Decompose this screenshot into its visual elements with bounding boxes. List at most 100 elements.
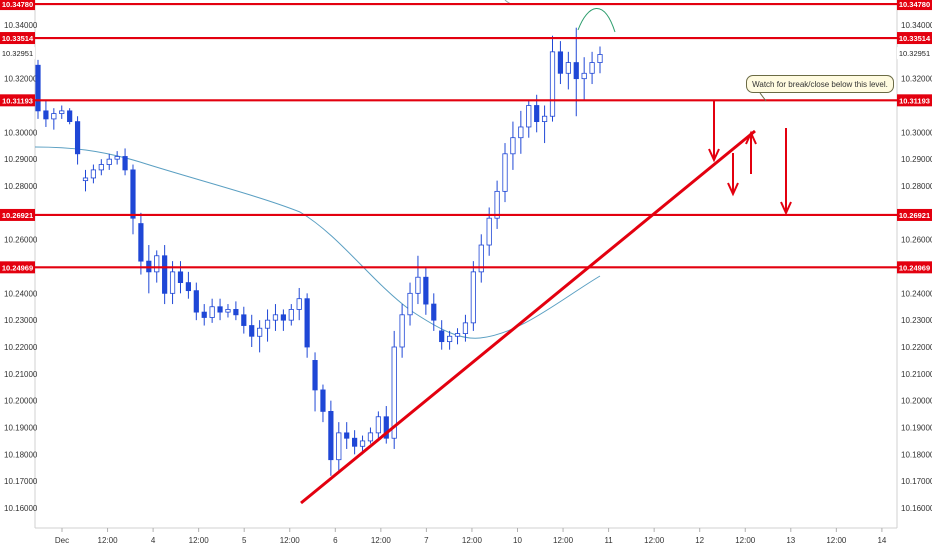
candle-body [264, 319, 271, 329]
candle-body [51, 113, 57, 120]
x-tick-label: 7 [424, 536, 429, 545]
level-label-box-left [0, 261, 35, 274]
candle-body [177, 271, 184, 284]
y-tick-label-left: 10.21000 [4, 370, 38, 379]
candle-body [344, 432, 350, 439]
current-price-labels: 10.32951 10.32951 [0, 47, 932, 60]
x-tick-label: 12:00 [644, 536, 665, 545]
arrow-down-1-head [708, 148, 720, 163]
y-tick-label-left: 10.19000 [4, 424, 38, 433]
candle-body [454, 333, 461, 337]
y-tick-label-right: 10.26000 [901, 236, 932, 245]
candle-body [415, 276, 421, 294]
ascending-trendline [300, 129, 756, 505]
y-tick-label-left: 10.17000 [4, 477, 38, 486]
x-tick-label: 12 [695, 536, 704, 545]
level-label-box-right [897, 208, 932, 221]
candle-body [557, 51, 564, 74]
candle-body [67, 110, 73, 123]
x-tick-label: 12:00 [189, 536, 210, 545]
candle-body [233, 309, 239, 316]
x-tick-label: 5 [242, 536, 247, 545]
candle-body [312, 360, 318, 391]
x-tick-label: 12:00 [280, 536, 301, 545]
level-label-left: 10.31193 [2, 96, 33, 105]
annotation-callout: Watch for break/close below this level. [746, 75, 894, 93]
y-tick-label-right: 10.34000 [901, 21, 932, 30]
y-tick-label-right: 10.32000 [901, 75, 932, 84]
x-tick-label: 13 [786, 536, 795, 545]
candle-body [534, 105, 540, 123]
right-price-axis: 10.34000 10.32000 10.30000 10.29000 10.28000… [901, 21, 932, 513]
current-price-label-left: 10.32951 [2, 49, 33, 58]
candle-body [304, 298, 310, 348]
y-tick-label-left: 10.28000 [4, 182, 38, 191]
x-tick-label: 12:00 [553, 536, 574, 545]
level-label-box-right [897, 261, 932, 274]
candle-body [288, 309, 294, 321]
candle-body [138, 223, 144, 262]
candle-body [526, 105, 532, 128]
current-price-label-right: 10.32951 [899, 49, 930, 58]
level-label-left: 10.34780 [2, 0, 33, 9]
candle-body [518, 126, 524, 139]
candle-body [225, 309, 231, 313]
note-pointer [759, 92, 767, 102]
candle-body [193, 290, 199, 313]
candle-body [320, 389, 326, 412]
y-tick-label-right: 10.21000 [901, 370, 932, 379]
candle-body [296, 298, 302, 310]
candle-body [391, 346, 397, 439]
level-label-box-left [0, 208, 35, 221]
level-label-box-left [0, 94, 35, 107]
horizontal-levels [35, 2, 897, 269]
level-label-left: 10.24969 [2, 263, 33, 272]
y-tick-label-right: 10.22000 [901, 343, 932, 352]
candle-body [589, 62, 595, 74]
level-label-left: 10.33514 [2, 34, 34, 43]
level-label-right: 10.24969 [899, 263, 930, 272]
arrow-down-3-head [780, 201, 792, 216]
level-label-box-right [897, 32, 932, 45]
x-tick-label: 12:00 [371, 536, 392, 545]
candle-body [359, 440, 366, 447]
arrow-up-head [745, 130, 757, 145]
candle-body [462, 322, 469, 334]
candle-body [82, 177, 89, 182]
candle-body [431, 303, 437, 321]
time-axis: Dec 12:00 4 12:00 5 12:00 6 12:00 7 12:00 10 12:00 1… [55, 528, 887, 545]
projection-arc [577, 8, 616, 33]
level-price-labels: 10.34780 10.34780 10.33514 10.33514 10.31193… [0, 0, 932, 274]
candle-body [35, 64, 41, 112]
candle-body [439, 330, 445, 343]
candle-body [573, 62, 579, 80]
level-label-box-right [897, 0, 932, 11]
level-label-right: 10.26921 [899, 211, 930, 220]
x-tick-label: 12:00 [826, 536, 847, 545]
y-tick-label-left: 10.30000 [4, 128, 38, 137]
candle-body [114, 156, 120, 160]
y-tick-label-left: 10.24000 [4, 289, 38, 298]
candle-body [399, 314, 405, 348]
x-tick-label: 11 [604, 536, 613, 545]
candle-body [74, 121, 81, 155]
candle-body [502, 153, 508, 192]
candle-body [201, 311, 207, 318]
level-label-right: 10.31193 [899, 96, 930, 105]
candle-body [549, 51, 556, 117]
x-tick-label: 12:00 [98, 536, 119, 545]
y-tick-label-right: 10.30000 [901, 128, 932, 137]
projection-arrows [708, 101, 792, 216]
x-tick-label: 6 [333, 536, 338, 545]
candle-body [352, 437, 358, 447]
candle-body [375, 416, 381, 434]
level-label-box-left [0, 0, 35, 11]
candle-body [407, 292, 413, 316]
candle-body [249, 325, 255, 337]
candle-body [162, 255, 168, 294]
current-price-box-right [897, 47, 932, 60]
level-label-right: 10.33514 [899, 34, 931, 43]
candle-body [470, 271, 476, 324]
candle-body [130, 169, 136, 219]
y-tick-label-left: 10.20000 [4, 397, 38, 406]
